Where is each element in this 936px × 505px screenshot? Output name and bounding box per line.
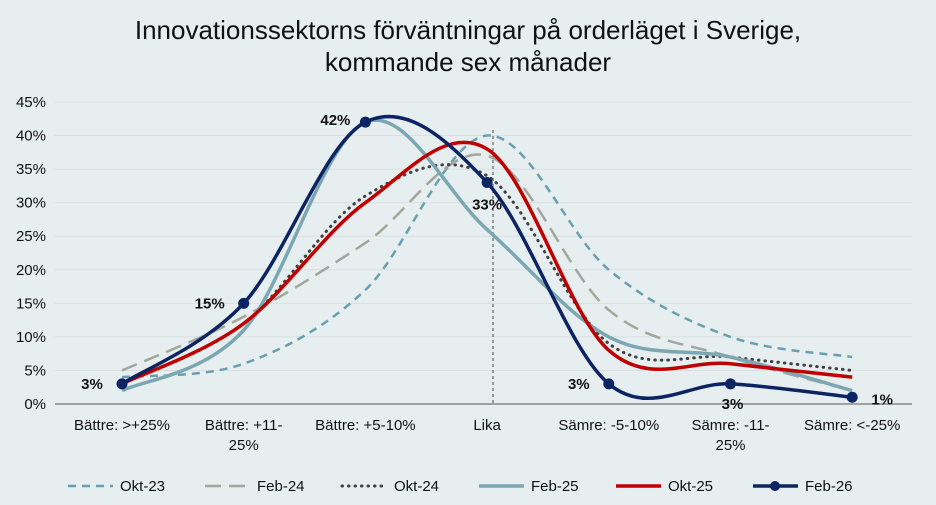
data-point-feb-26 <box>603 378 615 390</box>
data-point-feb-26 <box>725 378 736 390</box>
legend-label-okt-24: Okt-24 <box>394 478 439 495</box>
y-tick-label: 40% <box>16 128 46 145</box>
data-label: 3% <box>81 376 103 393</box>
data-point-feb-26 <box>238 297 250 309</box>
x-tick-label: Sämre: -11-25% <box>691 417 769 454</box>
chart-title: Innovationssektorns förväntningar på ord… <box>0 14 936 78</box>
data-point-feb-26 <box>481 177 493 189</box>
data-point-feb-26 <box>359 116 371 128</box>
chart-title-line1: Innovationssektorns förväntningar på ord… <box>134 15 802 45</box>
y-tick-label: 20% <box>16 262 46 279</box>
x-tick-label: Bättre: +5-10% <box>315 417 415 434</box>
y-tick-label: 5% <box>24 362 46 379</box>
data-point-feb-26 <box>116 378 128 390</box>
x-tick-label: Sämre: <-25% <box>804 417 900 434</box>
y-tick-label: 15% <box>16 295 46 312</box>
data-point-feb-26 <box>846 391 858 403</box>
data-label: 33% <box>472 197 502 214</box>
data-label: 42% <box>320 112 350 129</box>
x-tick-label: Sämre: -5-10% <box>558 417 659 434</box>
series-line-feb-24 <box>121 153 853 392</box>
legend-marker-feb-26 <box>770 481 780 491</box>
series-line-okt-25 <box>121 140 853 386</box>
y-tick-label: 35% <box>16 161 46 178</box>
y-tick-label: 30% <box>16 195 46 212</box>
legend-label-okt-23: Okt-23 <box>120 478 165 495</box>
x-tick-label: Bättre: +11-25% <box>205 417 283 454</box>
chart-title-line2: kommande sex månader <box>324 47 612 77</box>
legend-label-feb-26: Feb-26 <box>805 478 853 495</box>
legend-label-feb-24: Feb-24 <box>257 478 305 495</box>
y-tick-label: 10% <box>16 329 46 346</box>
data-label: 3% <box>568 376 590 393</box>
data-label: 3% <box>722 396 744 413</box>
series-line-feb-26 <box>121 114 853 401</box>
y-tick-label: 0% <box>24 396 46 413</box>
y-tick-label: 25% <box>16 228 46 245</box>
data-label: 15% <box>195 295 225 312</box>
y-tick-label: 45% <box>16 94 46 111</box>
legend-label-okt-25: Okt-25 <box>668 478 713 495</box>
series-line-okt-23 <box>121 134 853 379</box>
x-tick-label: Bättre: >+25% <box>74 417 170 434</box>
data-label: 1% <box>871 391 893 408</box>
series-line-feb-25 <box>121 118 853 393</box>
x-tick-label: Lika <box>473 417 501 434</box>
legend-label-feb-25: Feb-25 <box>531 478 579 495</box>
